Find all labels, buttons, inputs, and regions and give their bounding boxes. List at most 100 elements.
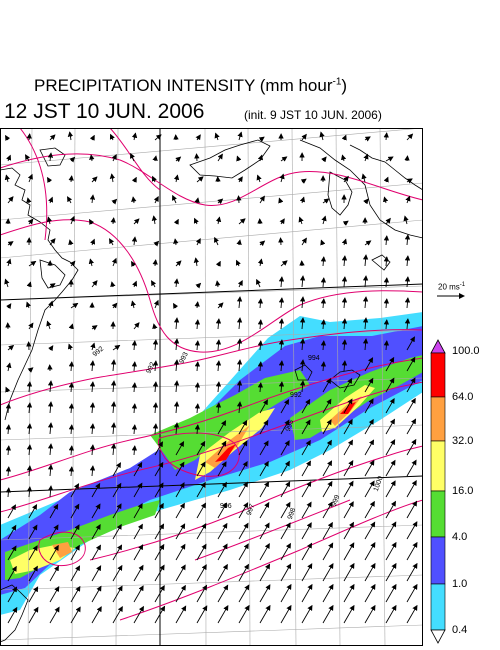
wind-arrow — [133, 461, 143, 477]
wind-arrow — [238, 543, 249, 561]
wind-arrow — [49, 524, 59, 540]
wind-arrow — [194, 340, 201, 351]
wind-arrow — [257, 382, 264, 393]
wind-arrow — [151, 280, 157, 288]
wind-arrow — [132, 280, 138, 288]
title-superscript: -1 — [332, 76, 342, 88]
wind-arrow — [110, 443, 117, 456]
wind-arrow — [7, 565, 17, 582]
wind-arrow — [68, 239, 74, 246]
wind-arrow — [110, 401, 117, 414]
isobar-label: 995 — [285, 419, 296, 432]
wind-arrow — [154, 134, 162, 141]
wind-arrow — [280, 399, 290, 414]
wind-arrow — [194, 361, 201, 372]
wind-arrow — [112, 564, 123, 582]
wind-arrow — [193, 217, 199, 225]
wind-arrow — [112, 344, 121, 351]
wind-arrow — [194, 197, 200, 204]
wind-arrow — [175, 156, 182, 163]
wind-arrow — [343, 377, 353, 393]
wind-arrow — [343, 480, 354, 498]
wind-arrow — [151, 215, 158, 225]
wind-arrow — [238, 440, 248, 456]
wind-arrow — [404, 276, 411, 288]
wind-arrow — [111, 198, 118, 205]
wind-arrow — [131, 132, 138, 141]
wind-arrow — [406, 397, 416, 414]
wind-arrow — [173, 380, 180, 393]
wind-arrow — [154, 441, 163, 456]
wind-arrow — [196, 564, 207, 582]
wind-arrow — [301, 133, 307, 141]
wind-arrow — [69, 156, 76, 163]
wind-arrow — [257, 154, 264, 162]
wind-arrow — [406, 178, 413, 184]
wind-arrow — [133, 523, 143, 540]
wind-arrow — [280, 542, 291, 561]
wind-arrow — [70, 565, 81, 582]
wind-arrow — [404, 234, 411, 246]
wind-arrow — [47, 485, 54, 498]
wind-arrow — [301, 237, 307, 246]
wind-arrow — [214, 132, 220, 141]
wind-arrow — [89, 402, 96, 414]
wind-arrow — [89, 360, 96, 372]
wind-arrow — [109, 238, 115, 246]
wind-arrow — [91, 606, 102, 624]
wind-arrow — [217, 461, 227, 477]
wind-arrow — [343, 418, 353, 435]
wind-arrow — [131, 424, 138, 435]
wind-arrow — [385, 604, 397, 624]
wind-arrow — [403, 215, 409, 225]
wind-arrow — [299, 196, 306, 204]
colorbar-bin — [430, 440, 446, 492]
wind-arrow — [217, 502, 228, 519]
wind-arrow — [299, 380, 306, 393]
valid-datetime: 12 JST 10 JUN. 2006 — [4, 100, 205, 123]
wind-arrow — [259, 240, 266, 247]
wind-arrow — [28, 545, 38, 561]
wind-arrow — [322, 378, 332, 393]
wind-arrow — [5, 487, 12, 498]
wind-arrow — [131, 403, 138, 414]
wind-arrow — [110, 380, 117, 393]
wind-arrow — [236, 155, 242, 162]
wind-arrow — [109, 133, 115, 141]
wind-arrow — [257, 258, 264, 267]
wind-arrow — [7, 545, 17, 561]
wind-arrow — [301, 522, 312, 540]
wind-arrow — [238, 584, 250, 603]
wind-arrow — [280, 522, 291, 540]
wind-arrow — [406, 562, 418, 582]
wind-arrow — [173, 338, 180, 351]
wind-arrow — [195, 134, 201, 141]
wind-arrow — [406, 459, 417, 477]
wind-arrow — [237, 131, 243, 141]
wind-arrow — [7, 524, 17, 540]
wind-arrow — [49, 238, 56, 246]
wind-arrow — [131, 340, 138, 351]
wind-arrow — [130, 300, 137, 309]
wind-arrow — [279, 218, 285, 225]
wind-arrow — [341, 297, 348, 309]
wind-arrow — [278, 197, 284, 204]
precip-red — [215, 444, 236, 462]
wind-arrow — [70, 606, 81, 624]
wind-arrow — [383, 235, 390, 246]
wind-arrow — [26, 465, 33, 477]
wind-arrow — [28, 586, 39, 603]
wind-arrow — [320, 319, 327, 330]
wind-arrow — [385, 377, 395, 393]
wind-arrow — [133, 605, 144, 624]
wind-arrow — [154, 564, 165, 582]
wind-arrow — [70, 503, 80, 519]
wind-arrow — [256, 174, 262, 183]
wind-arrow — [364, 377, 374, 393]
wind-arrow — [175, 461, 185, 477]
wind-arrow — [175, 482, 185, 498]
wind-arrow — [196, 605, 208, 624]
wind-arrow — [259, 440, 269, 456]
wind-arrow — [217, 420, 227, 435]
wind-arrow — [196, 481, 206, 498]
